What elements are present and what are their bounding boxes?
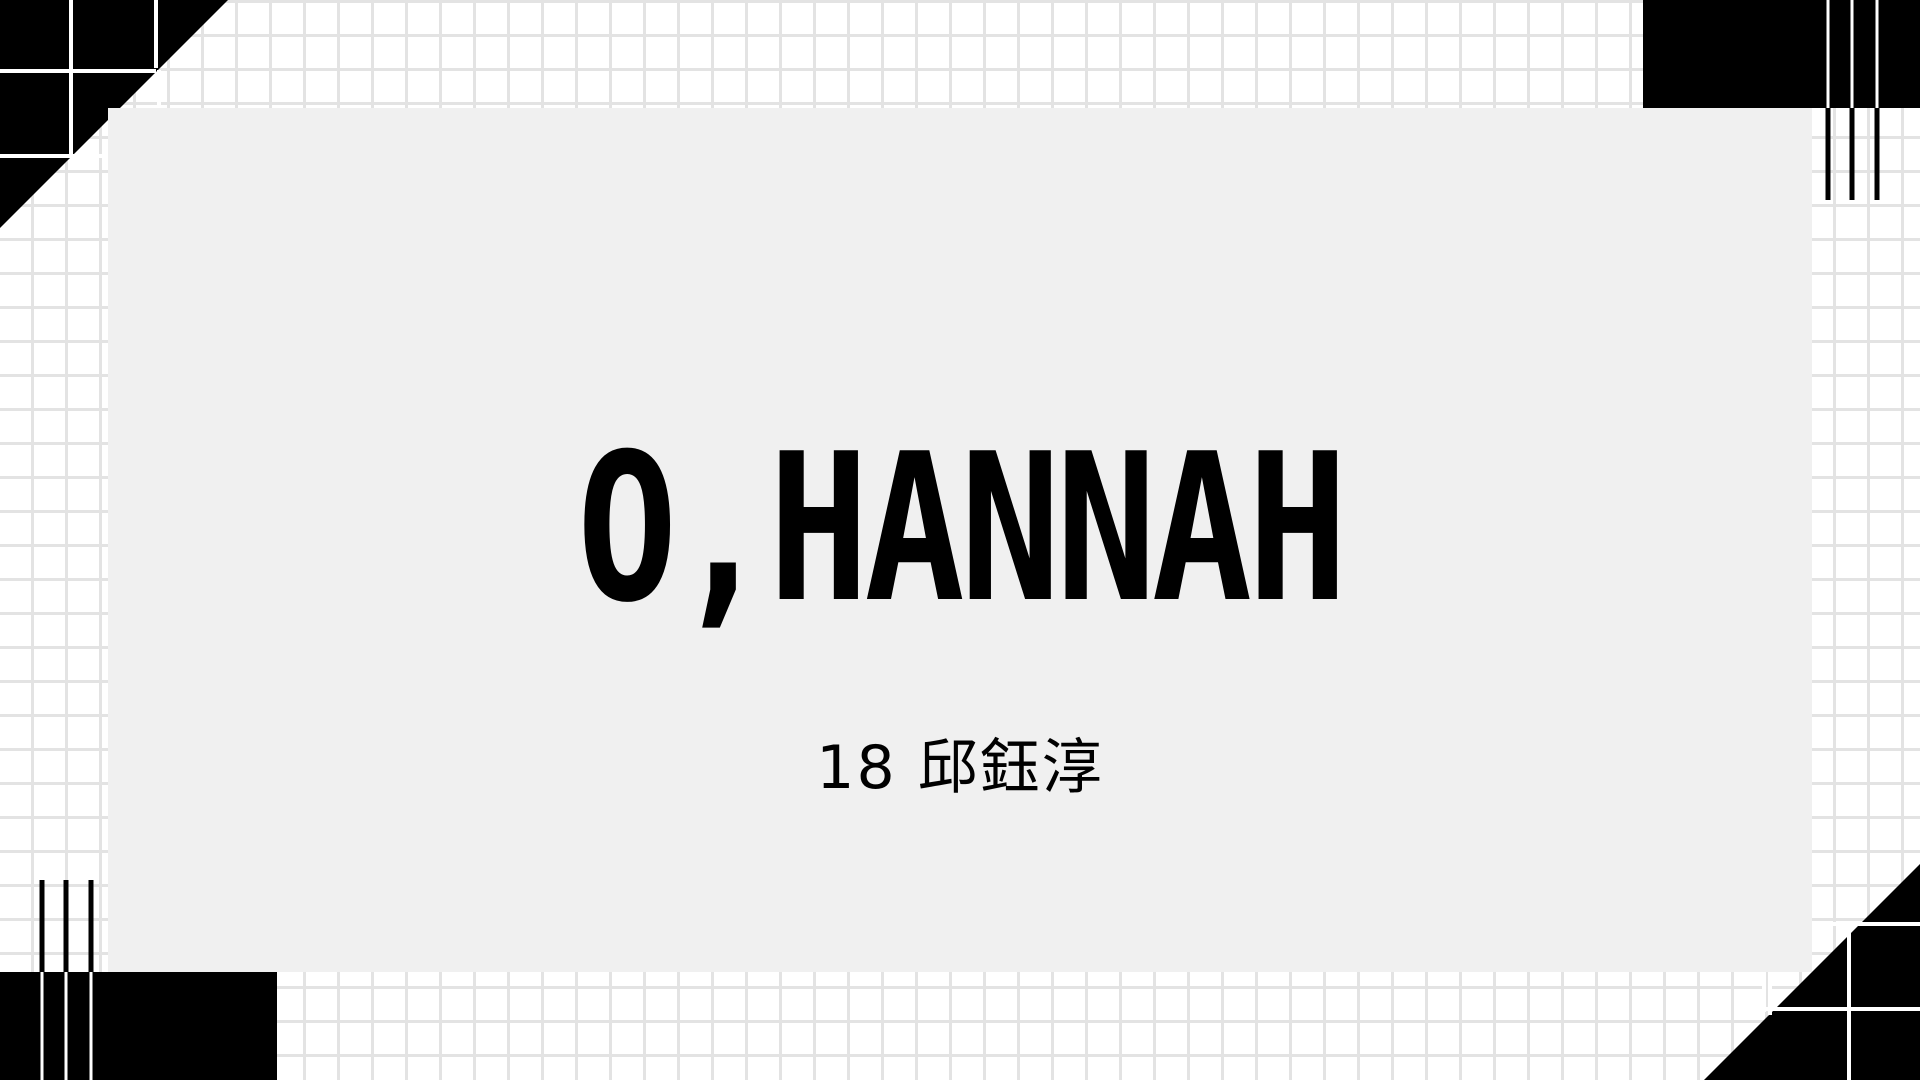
title-card: O,HANNAH 18 邱鈺淳 — [108, 108, 1812, 972]
corner-decoration-bottom-left — [0, 880, 277, 1080]
slide-title: O,HANNAH — [576, 411, 1348, 648]
slide-subtitle: 18 邱鈺淳 — [816, 733, 1104, 803]
corner-decoration-top-right — [1643, 0, 1920, 200]
